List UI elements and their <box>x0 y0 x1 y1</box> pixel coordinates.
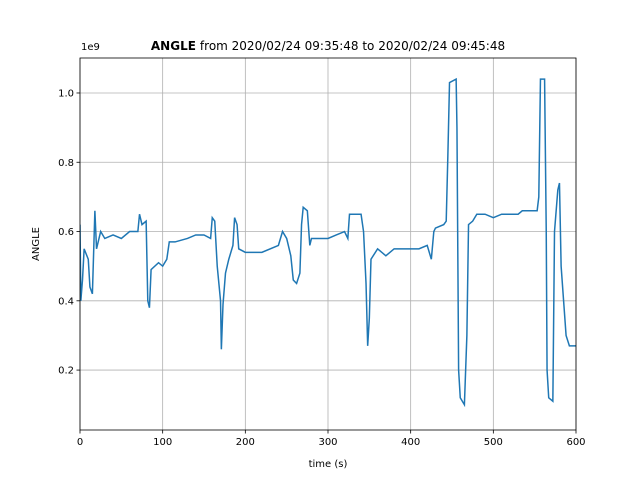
title-rest: from 2020/02/24 09:35:48 to 2020/02/24 0… <box>200 39 505 53</box>
y-offset: 1e9 <box>81 42 100 53</box>
chart-title: ANGLE from 2020/02/24 09:35:48 to 2020/02… <box>151 39 505 53</box>
y-tick-label: 1.0 <box>58 88 74 99</box>
x-tick-label: 0 <box>77 437 83 448</box>
x-tick-label: 600 <box>566 437 585 448</box>
x-axis-label: time (s) <box>309 459 348 470</box>
x-tick-label: 100 <box>153 437 172 448</box>
x-tick-label: 300 <box>318 437 337 448</box>
x-tick-label: 200 <box>236 437 255 448</box>
y-tick-label: 0.6 <box>58 227 74 238</box>
x-tick-label: 400 <box>401 437 420 448</box>
plot-frame <box>79 57 577 431</box>
data-line <box>80 77 576 408</box>
y-axis-label: ANGLE <box>31 227 42 261</box>
y-tick-label: 0.8 <box>58 158 74 169</box>
y-tick-label: 0.4 <box>58 296 74 307</box>
title-bold: ANGLE <box>151 39 196 53</box>
x-tick-label: 500 <box>484 437 503 448</box>
y-tick-label: 0.2 <box>58 366 74 377</box>
